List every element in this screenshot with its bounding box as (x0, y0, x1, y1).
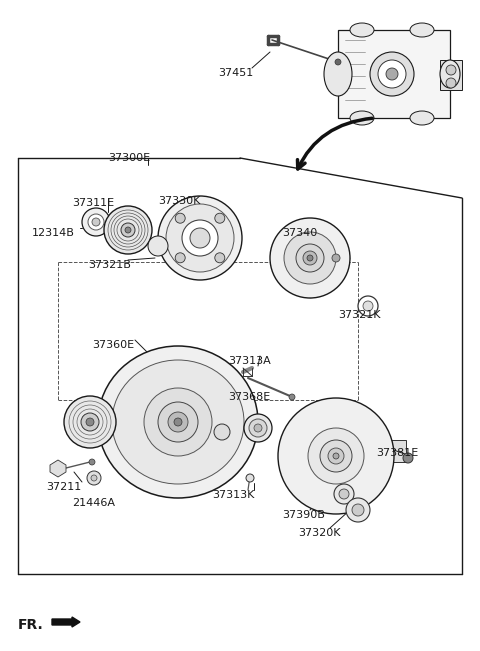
Text: FR.: FR. (18, 618, 44, 632)
Circle shape (346, 498, 370, 522)
Ellipse shape (410, 23, 434, 37)
Circle shape (446, 65, 456, 75)
Text: 37381E: 37381E (376, 448, 418, 458)
Circle shape (328, 448, 344, 464)
Circle shape (81, 413, 99, 431)
Circle shape (125, 227, 131, 233)
Circle shape (214, 424, 230, 440)
Text: 21446A: 21446A (72, 498, 115, 508)
Circle shape (144, 388, 212, 456)
Circle shape (175, 253, 185, 263)
Ellipse shape (148, 236, 168, 256)
Text: 37211: 37211 (46, 482, 81, 492)
Text: 12314B: 12314B (32, 228, 75, 238)
Text: 37311E: 37311E (72, 198, 114, 208)
Ellipse shape (350, 23, 374, 37)
FancyArrow shape (52, 617, 80, 627)
Circle shape (333, 453, 339, 459)
Circle shape (121, 223, 135, 237)
Circle shape (370, 52, 414, 96)
Text: 37360E: 37360E (92, 340, 134, 350)
Circle shape (308, 428, 364, 484)
Text: 37321B: 37321B (88, 260, 131, 270)
Text: 37321K: 37321K (338, 310, 381, 320)
Circle shape (244, 414, 272, 442)
Text: 37451: 37451 (218, 68, 253, 78)
Text: 37368E: 37368E (228, 392, 270, 402)
Circle shape (182, 220, 218, 256)
Ellipse shape (112, 360, 244, 484)
Circle shape (335, 59, 341, 65)
Bar (218, 444, 242, 462)
Circle shape (104, 206, 152, 254)
Circle shape (249, 419, 267, 437)
Circle shape (254, 424, 262, 432)
Text: 37313A: 37313A (228, 356, 271, 366)
Circle shape (174, 418, 182, 426)
Circle shape (246, 474, 254, 482)
Ellipse shape (350, 111, 374, 125)
Circle shape (215, 213, 225, 223)
Circle shape (332, 254, 340, 262)
Ellipse shape (410, 111, 434, 125)
Bar (338, 30, 450, 118)
Circle shape (352, 504, 364, 516)
Circle shape (215, 253, 225, 263)
Circle shape (358, 296, 378, 316)
Circle shape (320, 440, 352, 472)
Circle shape (296, 244, 324, 272)
Circle shape (289, 394, 295, 400)
Ellipse shape (324, 52, 352, 96)
Text: 37330K: 37330K (158, 196, 200, 206)
Circle shape (168, 412, 188, 432)
Circle shape (303, 251, 317, 265)
Circle shape (386, 68, 398, 80)
Text: 37320K: 37320K (298, 528, 340, 538)
Circle shape (175, 213, 185, 223)
Text: 37300E: 37300E (108, 153, 150, 163)
Circle shape (403, 453, 413, 463)
Bar (382, 440, 406, 462)
Circle shape (307, 255, 313, 261)
Circle shape (158, 196, 242, 280)
Circle shape (278, 398, 394, 514)
Circle shape (284, 232, 336, 284)
Circle shape (87, 471, 101, 485)
Circle shape (339, 489, 349, 499)
Ellipse shape (440, 60, 460, 88)
Circle shape (82, 208, 110, 236)
Text: 37340: 37340 (282, 228, 317, 238)
Circle shape (378, 60, 406, 88)
Ellipse shape (98, 346, 258, 498)
Bar (138, 458, 175, 476)
Circle shape (363, 301, 373, 311)
Circle shape (158, 402, 198, 442)
Circle shape (190, 228, 210, 248)
Circle shape (91, 475, 97, 481)
Circle shape (86, 418, 94, 426)
Circle shape (334, 484, 354, 504)
Polygon shape (50, 460, 66, 477)
Circle shape (92, 218, 100, 226)
Circle shape (88, 214, 104, 230)
Text: 37390B: 37390B (282, 510, 325, 520)
Circle shape (166, 204, 234, 272)
Bar (440, 60, 462, 90)
Circle shape (446, 78, 456, 88)
Text: 37313K: 37313K (212, 490, 254, 500)
Circle shape (89, 459, 95, 465)
Circle shape (64, 396, 116, 448)
Circle shape (270, 218, 350, 298)
